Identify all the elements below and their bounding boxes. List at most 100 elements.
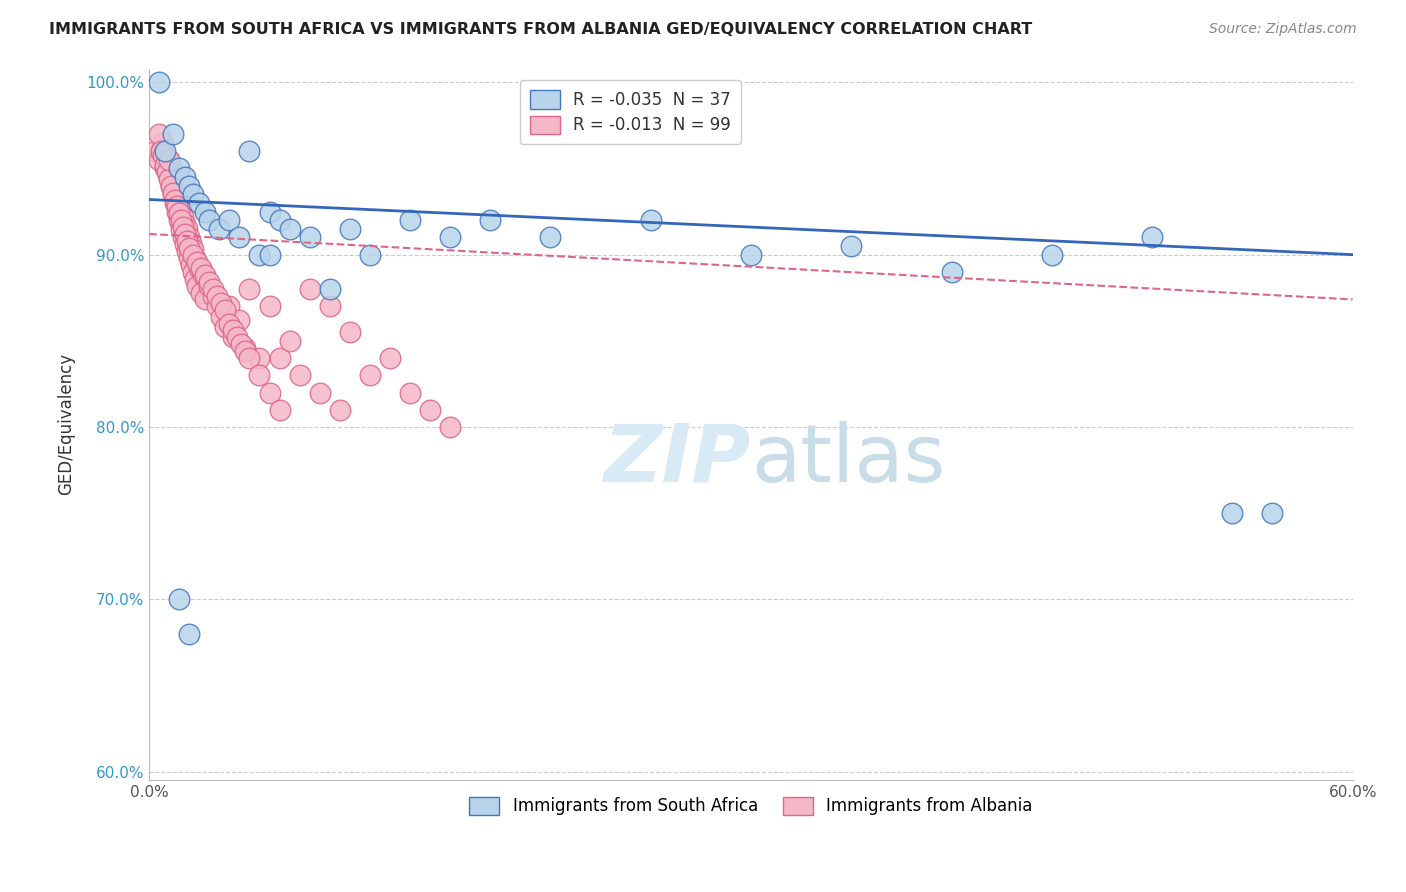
Point [170, 222, 193, 236]
Point [359, 368, 381, 383]
Point [156, 165, 179, 179]
Point [166, 187, 188, 202]
Point [399, 385, 422, 400]
Point [298, 282, 321, 296]
Point [198, 275, 221, 289]
Point [162, 186, 184, 200]
Point [259, 204, 281, 219]
Point [152, 136, 174, 150]
Point [167, 161, 190, 176]
Point [222, 323, 245, 337]
Point [181, 265, 204, 279]
Point [179, 241, 201, 255]
Point [249, 351, 271, 365]
Point [180, 258, 202, 272]
Point [439, 420, 461, 434]
Point [188, 196, 211, 211]
Point [269, 213, 291, 227]
Point [172, 230, 194, 244]
Point [329, 402, 352, 417]
Point [174, 217, 197, 231]
Point [162, 127, 184, 141]
Point [941, 265, 963, 279]
Point [207, 289, 229, 303]
Point [198, 278, 221, 293]
Point [148, 127, 170, 141]
Point [339, 222, 361, 236]
Point [259, 385, 281, 400]
Point [184, 272, 207, 286]
Point [150, 145, 173, 159]
Point [228, 230, 250, 244]
Legend: Immigrants from South Africa, Immigrants from Albania: Immigrants from South Africa, Immigrants… [460, 787, 1043, 825]
Point [194, 204, 217, 219]
Point [198, 213, 221, 227]
Point [249, 247, 271, 261]
Point [214, 320, 236, 334]
Point [186, 278, 208, 293]
Point [181, 243, 204, 257]
Point [153, 158, 176, 172]
Point [143, 145, 166, 159]
Point [148, 153, 170, 167]
Point [167, 213, 190, 227]
Point [179, 178, 201, 193]
Point [209, 296, 232, 310]
Point [153, 161, 176, 176]
Point [235, 341, 257, 355]
Point [208, 222, 231, 236]
Point [190, 261, 212, 276]
Y-axis label: GED/Equivalency: GED/Equivalency [58, 353, 75, 495]
Point [166, 199, 188, 213]
Point [419, 402, 441, 417]
Point [238, 282, 260, 296]
Point [176, 244, 198, 259]
Point [165, 193, 187, 207]
Point [157, 153, 180, 167]
Point [231, 337, 253, 351]
Point [269, 351, 291, 365]
Point [278, 222, 301, 236]
Point [1220, 506, 1243, 520]
Point [222, 330, 245, 344]
Point [160, 161, 183, 176]
Point [167, 196, 190, 211]
Point [150, 145, 173, 159]
Point [174, 237, 197, 252]
Point [288, 368, 311, 383]
Point [1261, 506, 1284, 520]
Point [188, 261, 211, 276]
Point [184, 251, 207, 265]
Point [318, 282, 340, 296]
Point [479, 213, 502, 227]
Point [179, 627, 201, 641]
Point [439, 230, 461, 244]
Point [318, 299, 340, 313]
Point [157, 171, 180, 186]
Point [186, 254, 208, 268]
Point [194, 293, 217, 307]
Point [174, 170, 197, 185]
Point [238, 351, 260, 365]
Point [152, 147, 174, 161]
Point [259, 299, 281, 313]
Point [640, 213, 662, 227]
Point [378, 351, 401, 365]
Point [160, 178, 183, 193]
Point [172, 210, 194, 224]
Text: Source: ZipAtlas.com: Source: ZipAtlas.com [1209, 22, 1357, 37]
Point [166, 204, 188, 219]
Point [308, 385, 330, 400]
Point [174, 227, 197, 241]
Point [218, 213, 240, 227]
Point [194, 268, 217, 283]
Point [179, 251, 201, 265]
Point [538, 230, 561, 244]
Point [269, 402, 291, 417]
Point [218, 317, 240, 331]
Point [339, 325, 361, 339]
Point [202, 282, 225, 296]
Point [209, 310, 232, 324]
Point [228, 313, 250, 327]
Point [249, 368, 271, 383]
